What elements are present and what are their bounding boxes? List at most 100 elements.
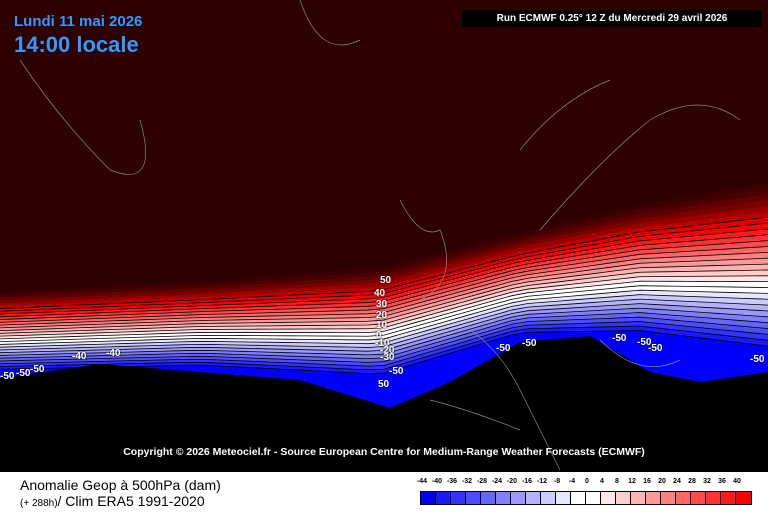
legend-swatch [436,492,451,504]
legend-tick-label: 20 [658,478,666,485]
run-info: Run ECMWF 0.25° 12 Z du Mercredi 29 avri… [462,10,762,27]
legend-swatch [466,492,481,504]
anomaly-band [0,246,768,326]
legend-swatch [421,492,436,504]
map-title: Anomalie Geop à 500hPa (dam) [20,477,221,493]
legend-tick-label: 36 [718,478,726,485]
contour-line [0,246,768,323]
contour-line [0,257,768,329]
anomaly-band [0,228,768,317]
anomaly-band [0,223,768,315]
contour-label: -50 [0,371,15,382]
legend-swatch [481,492,496,504]
legend-swatch [586,492,601,504]
legend-swatch [451,492,466,504]
anomaly-band [0,211,768,309]
coastlines [19,0,741,471]
contour-label: -50 [16,368,31,379]
contour-label: 0 [376,330,382,341]
contour-line [0,240,768,320]
anomaly-band [0,240,768,323]
legend-tick-label: -8 [553,478,561,485]
legend-swatch [571,492,586,504]
legend-tick-label: 8 [615,478,619,485]
anomaly-band [0,205,768,306]
contour-line [0,307,768,356]
legend-swatch [721,492,736,504]
legend-tick-label: -40 [431,478,443,485]
geopotential-anomaly-map: Lundi 11 mai 2026 14:00 locale Run ECMWF… [0,0,768,472]
legend-swatch [706,492,721,504]
legend-tick-label: -24 [491,478,503,485]
lead-time: (+ 288h) [20,498,58,509]
legend-tick-label: -32 [461,478,473,485]
contour-label: 50 [378,379,390,390]
contour-label: -50 [648,343,663,354]
map-subtitle: (+ 288h)/ Clim ERA5 1991-2020 [20,493,205,509]
contour-line [0,216,768,309]
anomaly-band [0,312,768,363]
anomaly-band [0,294,768,350]
legend-swatch [691,492,706,504]
contour-label: -40 [72,351,87,362]
contour-label: 40 [374,288,386,299]
masked-region [0,336,768,472]
legend-swatch [616,492,631,504]
contour-line [0,234,768,318]
anomaly-band [0,217,768,312]
contour-label: -20 [380,345,395,356]
legend-swatch [496,492,511,504]
legend-tick-label: 40 [733,478,741,485]
legend-tick-label: 12 [628,478,636,485]
contour-line [0,316,768,363]
legend-swatch [541,492,556,504]
anomaly-band [0,303,768,356]
forecast-time: 14:00 locale [14,32,139,57]
legend-tick-label: 24 [673,478,681,485]
legend-tick-label: 4 [600,478,604,485]
contour-line [0,275,768,337]
color-legend [420,491,752,505]
legend-tick-label: -12 [536,478,548,485]
legend-swatch [556,492,571,504]
contour-line [0,285,768,343]
contour-label: 20 [376,310,388,321]
forecast-date: Lundi 11 mai 2026 [14,13,143,30]
contour-line [0,269,768,334]
legend-tick-label: 16 [643,478,651,485]
legend-tick-label: -4 [568,478,576,485]
contour-line [0,228,768,315]
legend-swatch [661,492,676,504]
contour-line [0,222,768,312]
legend-swatch [676,492,691,504]
anomaly-field [0,0,768,472]
legend-tick-label: -16 [521,478,533,485]
anomaly-band [0,299,768,353]
contour-label: -30 [380,352,395,363]
legend-tick-label: 32 [703,478,711,485]
legend-tick-label: 28 [688,478,696,485]
contour-line [0,294,768,348]
climatology: / Clim ERA5 1991-2020 [57,493,205,509]
legend-swatch [511,492,526,504]
contour-line [0,312,768,360]
contour-label: 10 [376,320,388,331]
contour-line [0,280,768,340]
legend-swatch [601,492,616,504]
anomaly-band [0,290,768,348]
legend-swatch [646,492,661,504]
contour-line [0,321,768,367]
contour-line [0,289,768,345]
contour-label: -40 [106,348,121,359]
legend-tick-label: -20 [506,478,518,485]
anomaly-band [0,258,768,331]
legend-tick-label: 0 [585,478,589,485]
legend-ticks: -44 -40 -36 -32 -28 -24 -20 -16 -12 -8 -4 0 4 8 12 16 20… [412,478,752,488]
contour-line [0,298,768,351]
contour-line [0,325,768,371]
contour-label: -50 [637,337,652,348]
legend-swatch [736,492,751,504]
contour-label: -50 [522,338,537,349]
contour-line [0,303,768,354]
contour-label: 30 [376,299,388,310]
